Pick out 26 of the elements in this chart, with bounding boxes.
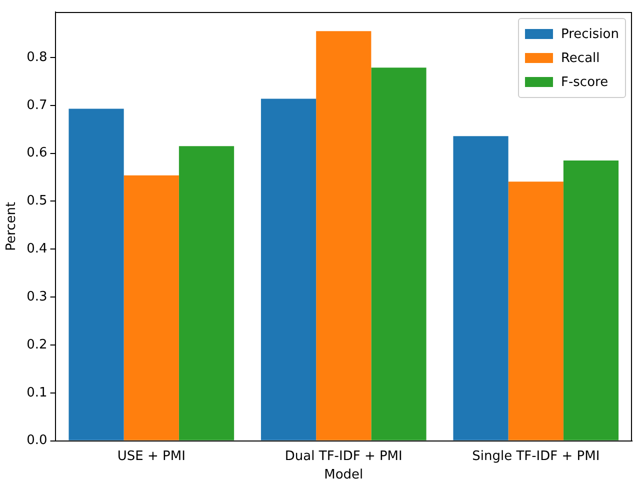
y-tick-label: 0.4 (26, 242, 48, 257)
bar (178, 146, 234, 440)
bar (563, 160, 619, 440)
y-tick-label: 0.6 (26, 146, 48, 161)
bar (371, 68, 426, 440)
bar (124, 175, 179, 440)
y-tick-label: 0.8 (26, 50, 48, 65)
y-tick-label: 0.2 (26, 337, 48, 352)
bar (68, 108, 124, 440)
bar (316, 31, 372, 440)
bar (508, 182, 564, 440)
y-tick-label: 0.3 (26, 289, 48, 304)
legend-label: Precision (560, 26, 619, 42)
y-tick-label: 0.1 (26, 385, 48, 400)
x-axis-title: Model (324, 468, 364, 483)
y-tick-label: 0.0 (26, 433, 48, 448)
legend-label: Recall (560, 50, 600, 66)
x-tick-label: Single TF-IDF + PMI (472, 448, 600, 464)
bar (453, 136, 508, 440)
bar (260, 98, 316, 440)
legend-label: F-score (560, 74, 608, 90)
y-tick-label: 0.5 (26, 194, 48, 209)
x-tick-label: Dual TF-IDF + PMI (284, 448, 402, 464)
x-tick-label: USE + PMI (117, 448, 186, 464)
y-tick-label: 0.7 (26, 98, 48, 113)
y-axis-title: Percent (4, 202, 20, 251)
